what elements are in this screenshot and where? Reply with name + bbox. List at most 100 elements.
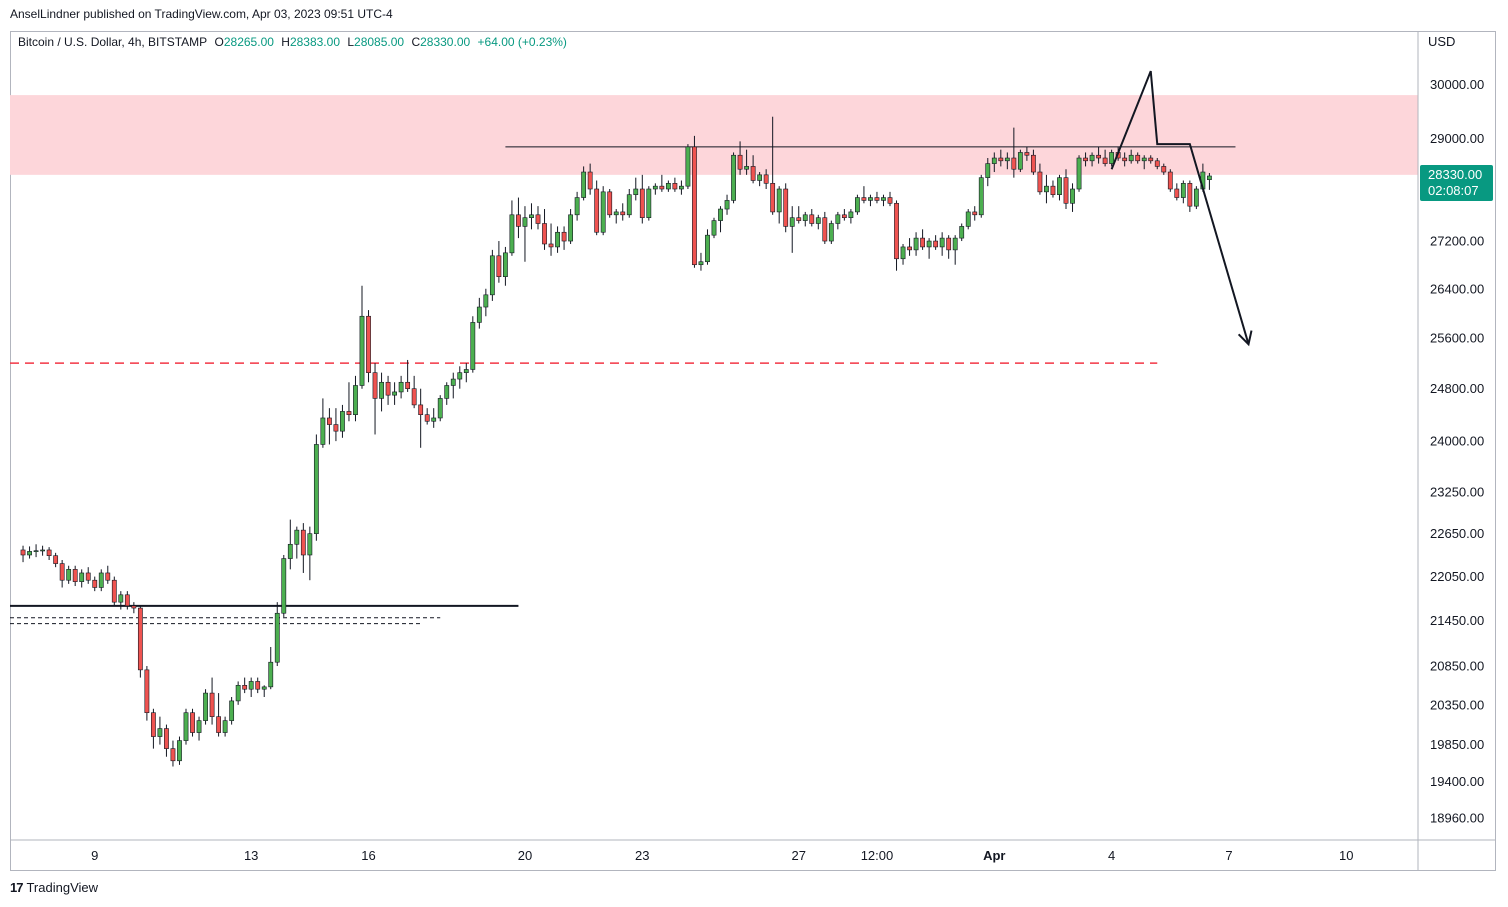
candle[interactable] [855,194,860,215]
candle[interactable] [646,186,652,221]
candle[interactable] [170,740,176,767]
candle[interactable] [698,252,704,271]
candle[interactable] [372,363,378,435]
candle[interactable] [46,547,52,560]
candle[interactable] [1174,183,1180,201]
candle[interactable] [307,526,313,581]
candle[interactable] [131,602,137,614]
candle[interactable] [353,375,358,422]
candle[interactable] [418,388,424,448]
candle[interactable] [600,186,606,236]
candle[interactable] [1011,127,1017,178]
candle[interactable] [294,526,300,559]
candle[interactable] [1109,149,1115,167]
candle[interactable] [1180,180,1186,204]
candle[interactable] [1135,152,1141,164]
candle[interactable] [1207,172,1212,190]
candle[interactable] [679,180,684,195]
candle[interactable] [744,149,749,175]
candle[interactable] [933,235,939,250]
candle[interactable] [40,545,45,556]
candle[interactable] [952,235,958,265]
candle[interactable] [718,206,723,233]
candle[interactable] [587,163,593,195]
candle[interactable] [398,375,404,399]
candle[interactable] [613,209,619,224]
candle[interactable] [144,666,150,721]
candle[interactable] [1167,169,1173,192]
candle[interactable] [1102,149,1108,167]
candle[interactable] [1063,169,1069,210]
candle[interactable] [978,174,984,218]
candle[interactable] [164,724,169,757]
candle[interactable] [594,180,600,236]
candle[interactable] [366,310,371,383]
candle[interactable] [750,155,756,184]
candle[interactable] [157,716,163,745]
candle[interactable] [835,211,841,230]
footer-brand[interactable]: TradingView [26,880,99,895]
candle[interactable] [248,677,254,697]
candle[interactable] [672,177,678,192]
candle[interactable] [1083,152,1088,167]
candle[interactable] [965,209,971,230]
candle[interactable] [665,180,671,192]
candle[interactable] [118,591,124,610]
candle[interactable] [607,189,613,218]
candle[interactable] [476,297,482,329]
candle[interactable] [92,576,98,592]
candle[interactable] [509,200,515,256]
candle[interactable] [555,226,560,253]
candle[interactable] [450,372,456,399]
candle[interactable] [20,545,26,563]
candle[interactable] [444,382,450,405]
candle[interactable] [737,141,743,175]
candle[interactable] [1122,152,1128,167]
candle[interactable] [287,519,293,570]
candle[interactable] [639,174,645,224]
candle[interactable] [535,206,541,230]
candle[interactable] [1154,158,1160,170]
candle[interactable] [959,223,965,242]
candle[interactable] [235,681,241,705]
candle[interactable] [496,241,502,283]
candle[interactable] [124,591,130,610]
candle[interactable] [620,203,626,221]
candle[interactable] [300,523,306,573]
candle[interactable] [516,197,521,239]
candle[interactable] [177,736,182,765]
candle[interactable] [1044,174,1049,204]
candle[interactable] [457,366,463,389]
candle[interactable] [346,382,352,422]
candle[interactable] [1050,180,1056,198]
candle[interactable] [261,685,267,697]
candle[interactable] [1037,163,1043,195]
candle[interactable] [183,708,189,745]
candle[interactable] [1024,146,1030,161]
candle[interactable] [72,565,78,587]
candle[interactable] [848,209,854,224]
candle[interactable] [66,565,72,584]
candle[interactable] [411,375,417,409]
candle[interactable] [255,677,261,694]
candle[interactable] [1096,146,1101,164]
candle[interactable] [27,546,32,559]
candle[interactable] [33,544,39,558]
candle[interactable] [190,708,195,737]
candle[interactable] [98,569,104,592]
candle[interactable] [470,316,476,373]
candle[interactable] [841,209,847,221]
candle[interactable] [574,191,580,221]
candle[interactable] [1141,155,1147,170]
candle[interactable] [1004,152,1010,170]
candle[interactable] [405,359,411,392]
candle[interactable] [203,689,208,725]
candle[interactable] [392,382,397,405]
candle[interactable] [281,554,287,617]
candle[interactable] [431,408,437,428]
candle[interactable] [437,395,443,422]
candle[interactable] [424,408,430,425]
candle[interactable] [907,238,912,256]
candle[interactable] [1128,149,1134,164]
